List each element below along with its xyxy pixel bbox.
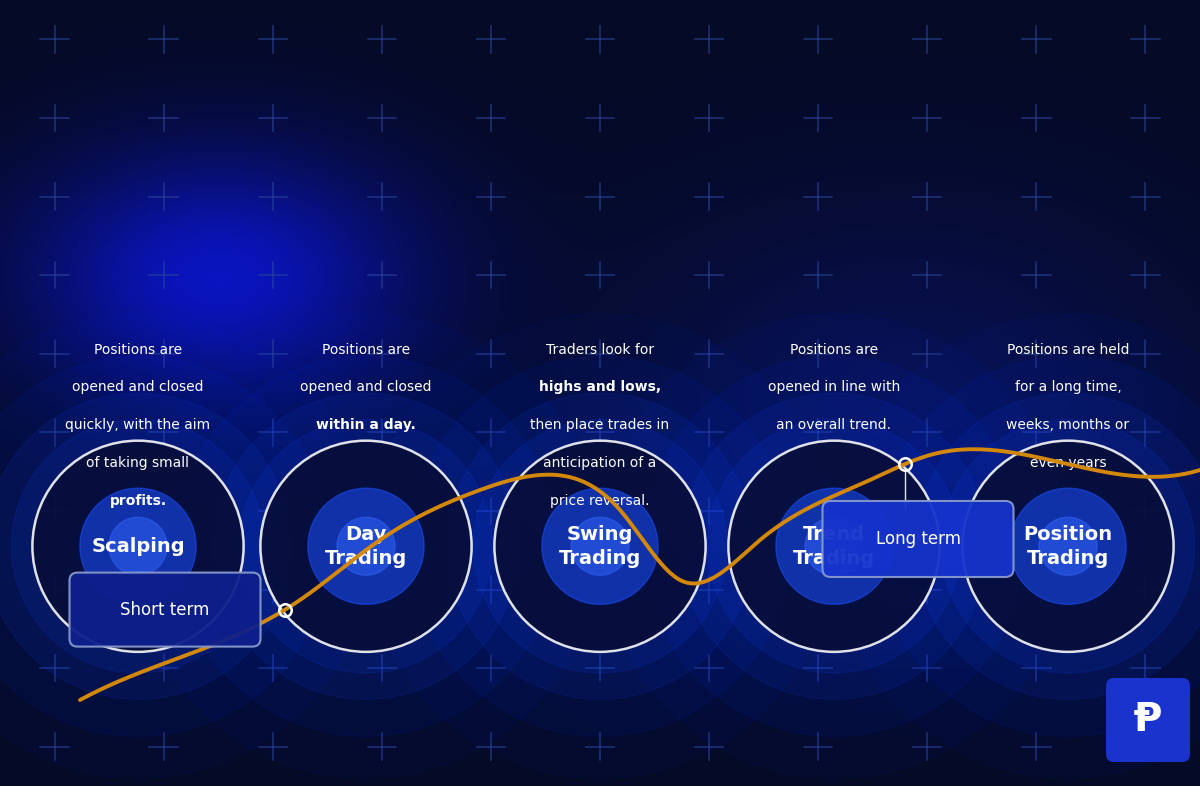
- Text: within a day.: within a day.: [316, 418, 416, 432]
- Ellipse shape: [0, 393, 292, 700]
- Ellipse shape: [878, 356, 1200, 736]
- Ellipse shape: [776, 488, 892, 604]
- Ellipse shape: [11, 420, 265, 673]
- Text: Positions are held: Positions are held: [1007, 343, 1129, 357]
- Text: Positions are: Positions are: [322, 343, 410, 357]
- Ellipse shape: [410, 356, 790, 736]
- Ellipse shape: [1039, 517, 1097, 575]
- FancyBboxPatch shape: [70, 572, 260, 647]
- Ellipse shape: [260, 441, 472, 652]
- Text: price reversal.: price reversal.: [551, 494, 649, 508]
- Ellipse shape: [914, 393, 1200, 700]
- Ellipse shape: [1010, 488, 1126, 604]
- Text: an overall trend.: an overall trend.: [776, 418, 892, 432]
- Ellipse shape: [473, 420, 727, 673]
- Text: even years: even years: [1030, 456, 1106, 470]
- Ellipse shape: [644, 356, 1024, 736]
- Text: of taking small: of taking small: [86, 456, 190, 470]
- Text: opened and closed: opened and closed: [300, 380, 432, 395]
- Text: highs and lows,: highs and lows,: [539, 380, 661, 395]
- FancyBboxPatch shape: [822, 501, 1014, 577]
- Ellipse shape: [0, 356, 328, 736]
- FancyBboxPatch shape: [1106, 678, 1190, 762]
- Ellipse shape: [680, 393, 988, 700]
- Text: profits.: profits.: [109, 494, 167, 508]
- Text: anticipation of a: anticipation of a: [544, 456, 656, 470]
- Text: quickly, with the aim: quickly, with the aim: [66, 418, 210, 432]
- Ellipse shape: [571, 517, 629, 575]
- Ellipse shape: [941, 420, 1195, 673]
- Ellipse shape: [80, 488, 196, 604]
- Ellipse shape: [707, 420, 961, 673]
- Ellipse shape: [494, 441, 706, 652]
- Text: weeks, months or: weeks, months or: [1007, 418, 1129, 432]
- Text: Day
Trading: Day Trading: [325, 525, 407, 567]
- Ellipse shape: [308, 488, 424, 604]
- Text: opened in line with: opened in line with: [768, 380, 900, 395]
- Ellipse shape: [962, 441, 1174, 652]
- Ellipse shape: [337, 517, 395, 575]
- Ellipse shape: [212, 393, 520, 700]
- Text: Long term: Long term: [876, 530, 960, 548]
- Text: Ᵽ: Ᵽ: [1134, 701, 1163, 739]
- Ellipse shape: [728, 441, 940, 652]
- Ellipse shape: [176, 356, 556, 736]
- Text: for a long time,: for a long time,: [1015, 380, 1121, 395]
- Text: Position
Trading: Position Trading: [1024, 525, 1112, 567]
- Ellipse shape: [109, 517, 167, 575]
- Text: Short term: Short term: [120, 601, 210, 619]
- Ellipse shape: [239, 420, 493, 673]
- Text: Positions are: Positions are: [790, 343, 878, 357]
- Text: Positions are: Positions are: [94, 343, 182, 357]
- Text: Swing
Trading: Swing Trading: [559, 525, 641, 567]
- Text: opened and closed: opened and closed: [72, 380, 204, 395]
- Text: then place trades in: then place trades in: [530, 418, 670, 432]
- Text: Trend
Trading: Trend Trading: [793, 525, 875, 567]
- Ellipse shape: [32, 441, 244, 652]
- Text: Traders look for: Traders look for: [546, 343, 654, 357]
- Ellipse shape: [446, 393, 754, 700]
- Ellipse shape: [542, 488, 658, 604]
- Ellipse shape: [805, 517, 863, 575]
- Text: Scalping: Scalping: [91, 537, 185, 556]
